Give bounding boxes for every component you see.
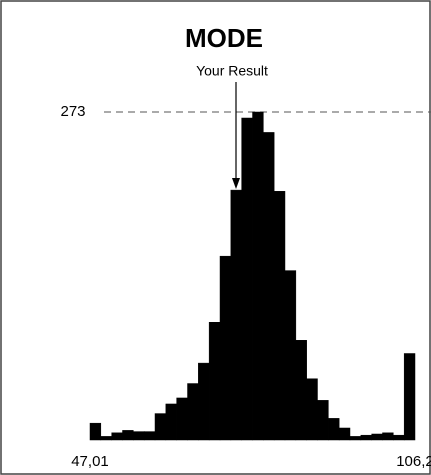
bar — [241, 117, 253, 441]
bar — [100, 436, 112, 441]
bar — [198, 362, 210, 441]
bar — [208, 322, 221, 441]
bar — [263, 132, 275, 441]
x-tick-label: 47,01 — [71, 453, 109, 470]
bar — [176, 397, 188, 441]
bar — [89, 422, 102, 441]
bar — [154, 413, 167, 441]
y-tick-label: 273 — [60, 103, 85, 120]
bar — [393, 434, 405, 441]
bar — [122, 430, 134, 441]
bar — [328, 418, 340, 441]
bar — [252, 111, 264, 441]
bar — [165, 403, 177, 441]
bar — [273, 191, 286, 441]
bar — [317, 400, 329, 441]
bar — [284, 270, 297, 441]
bar — [230, 189, 242, 441]
x-tick-label: 106,2 — [396, 453, 431, 470]
bar — [219, 255, 232, 441]
bar — [306, 378, 318, 441]
annotation-arrowhead — [232, 178, 241, 189]
bar — [187, 383, 199, 441]
bar — [111, 432, 123, 441]
bar — [133, 431, 145, 441]
bar — [338, 427, 351, 441]
bar — [382, 432, 394, 441]
annotation-label: Your Result — [196, 63, 268, 79]
bar — [295, 340, 307, 441]
chart-title: MODE — [185, 23, 263, 53]
bar — [349, 436, 362, 441]
bar — [403, 353, 416, 441]
bar — [143, 431, 156, 441]
bar — [371, 433, 383, 441]
bar — [360, 434, 372, 441]
